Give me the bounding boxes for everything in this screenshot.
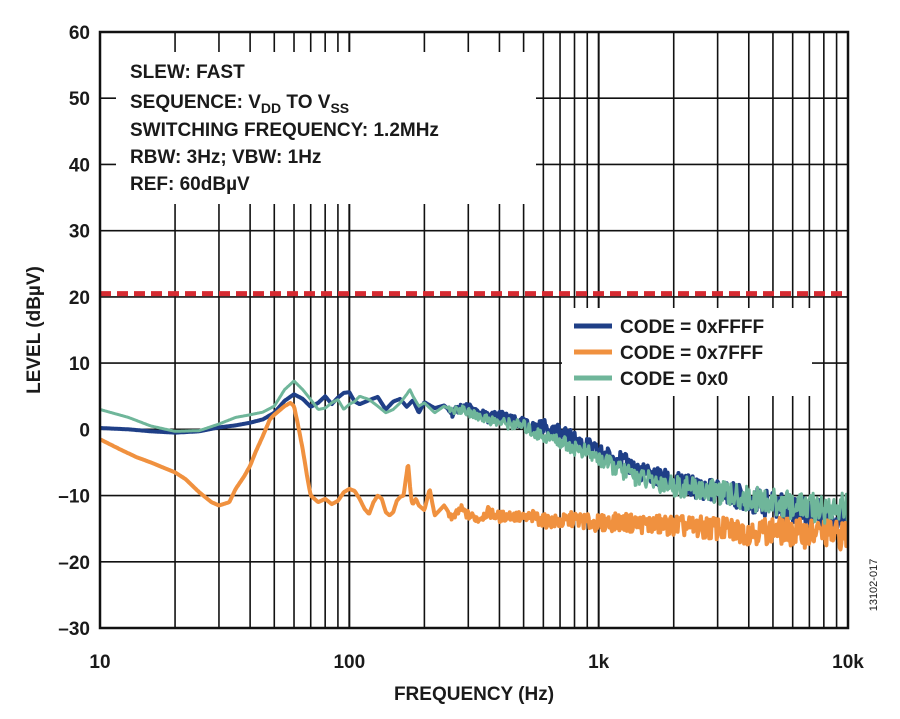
y-tick-label: 60 — [69, 23, 90, 44]
note-sequence-sub1: DD — [261, 100, 281, 116]
annotation-background — [116, 52, 536, 204]
note-ref: REF: 60dBµV — [130, 174, 250, 195]
y-tick-label: 10 — [69, 354, 90, 375]
y-tick-labels: –30 –20 –10 0 10 20 30 40 50 60 — [58, 23, 90, 640]
figure-id: 13102-017 — [868, 559, 880, 612]
y-tick-label: –10 — [58, 487, 90, 508]
x-tick-label: 100 — [333, 652, 365, 673]
y-tick-label: –30 — [58, 619, 90, 640]
note-sequence-sub2: SS — [330, 100, 349, 116]
x-tick-label: 10k — [832, 652, 864, 673]
x-tick-label: 1k — [588, 652, 610, 673]
note-bandwidth: RBW: 3Hz; VBW: 1Hz — [130, 147, 321, 168]
note-slew: SLEW: FAST — [130, 62, 245, 83]
note-sequence: SEQUENCE: VDD TO VSS — [130, 92, 349, 116]
y-tick-label: 40 — [69, 155, 90, 176]
note-sequence-mid: TO V — [281, 92, 331, 113]
legend: CODE = 0xFFFF CODE = 0x7FFF CODE = 0x0 — [562, 308, 812, 396]
y-axis-title: LEVEL (dBµV) — [24, 266, 45, 394]
series-line — [100, 379, 848, 525]
y-tick-label: 30 — [69, 222, 90, 243]
y-tick-label: 20 — [69, 288, 90, 309]
x-tick-label: 10 — [89, 652, 110, 673]
x-tick-labels: 10 100 1k 10k — [89, 652, 864, 673]
y-tick-label: 50 — [69, 89, 90, 110]
annotation-box: SLEW: FAST SEQUENCE: VDD TO VSS SWITCHIN… — [116, 52, 536, 204]
x-axis-title: FREQUENCY (Hz) — [394, 684, 554, 705]
series-line — [100, 400, 848, 552]
legend-label: CODE = 0x7FFF — [620, 343, 763, 364]
plot-frame — [98, 30, 850, 630]
note-switching-frequency: SWITCHING FREQUENCY: 1.2MHz — [130, 120, 439, 141]
legend-label: CODE = 0xFFFF — [620, 317, 764, 338]
y-tick-label: 0 — [79, 420, 90, 441]
note-sequence-prefix: SEQUENCE: V — [130, 92, 261, 113]
y-tick-label: –20 — [58, 553, 90, 574]
legend-label: CODE = 0x0 — [620, 369, 728, 390]
series-layer — [100, 379, 848, 552]
